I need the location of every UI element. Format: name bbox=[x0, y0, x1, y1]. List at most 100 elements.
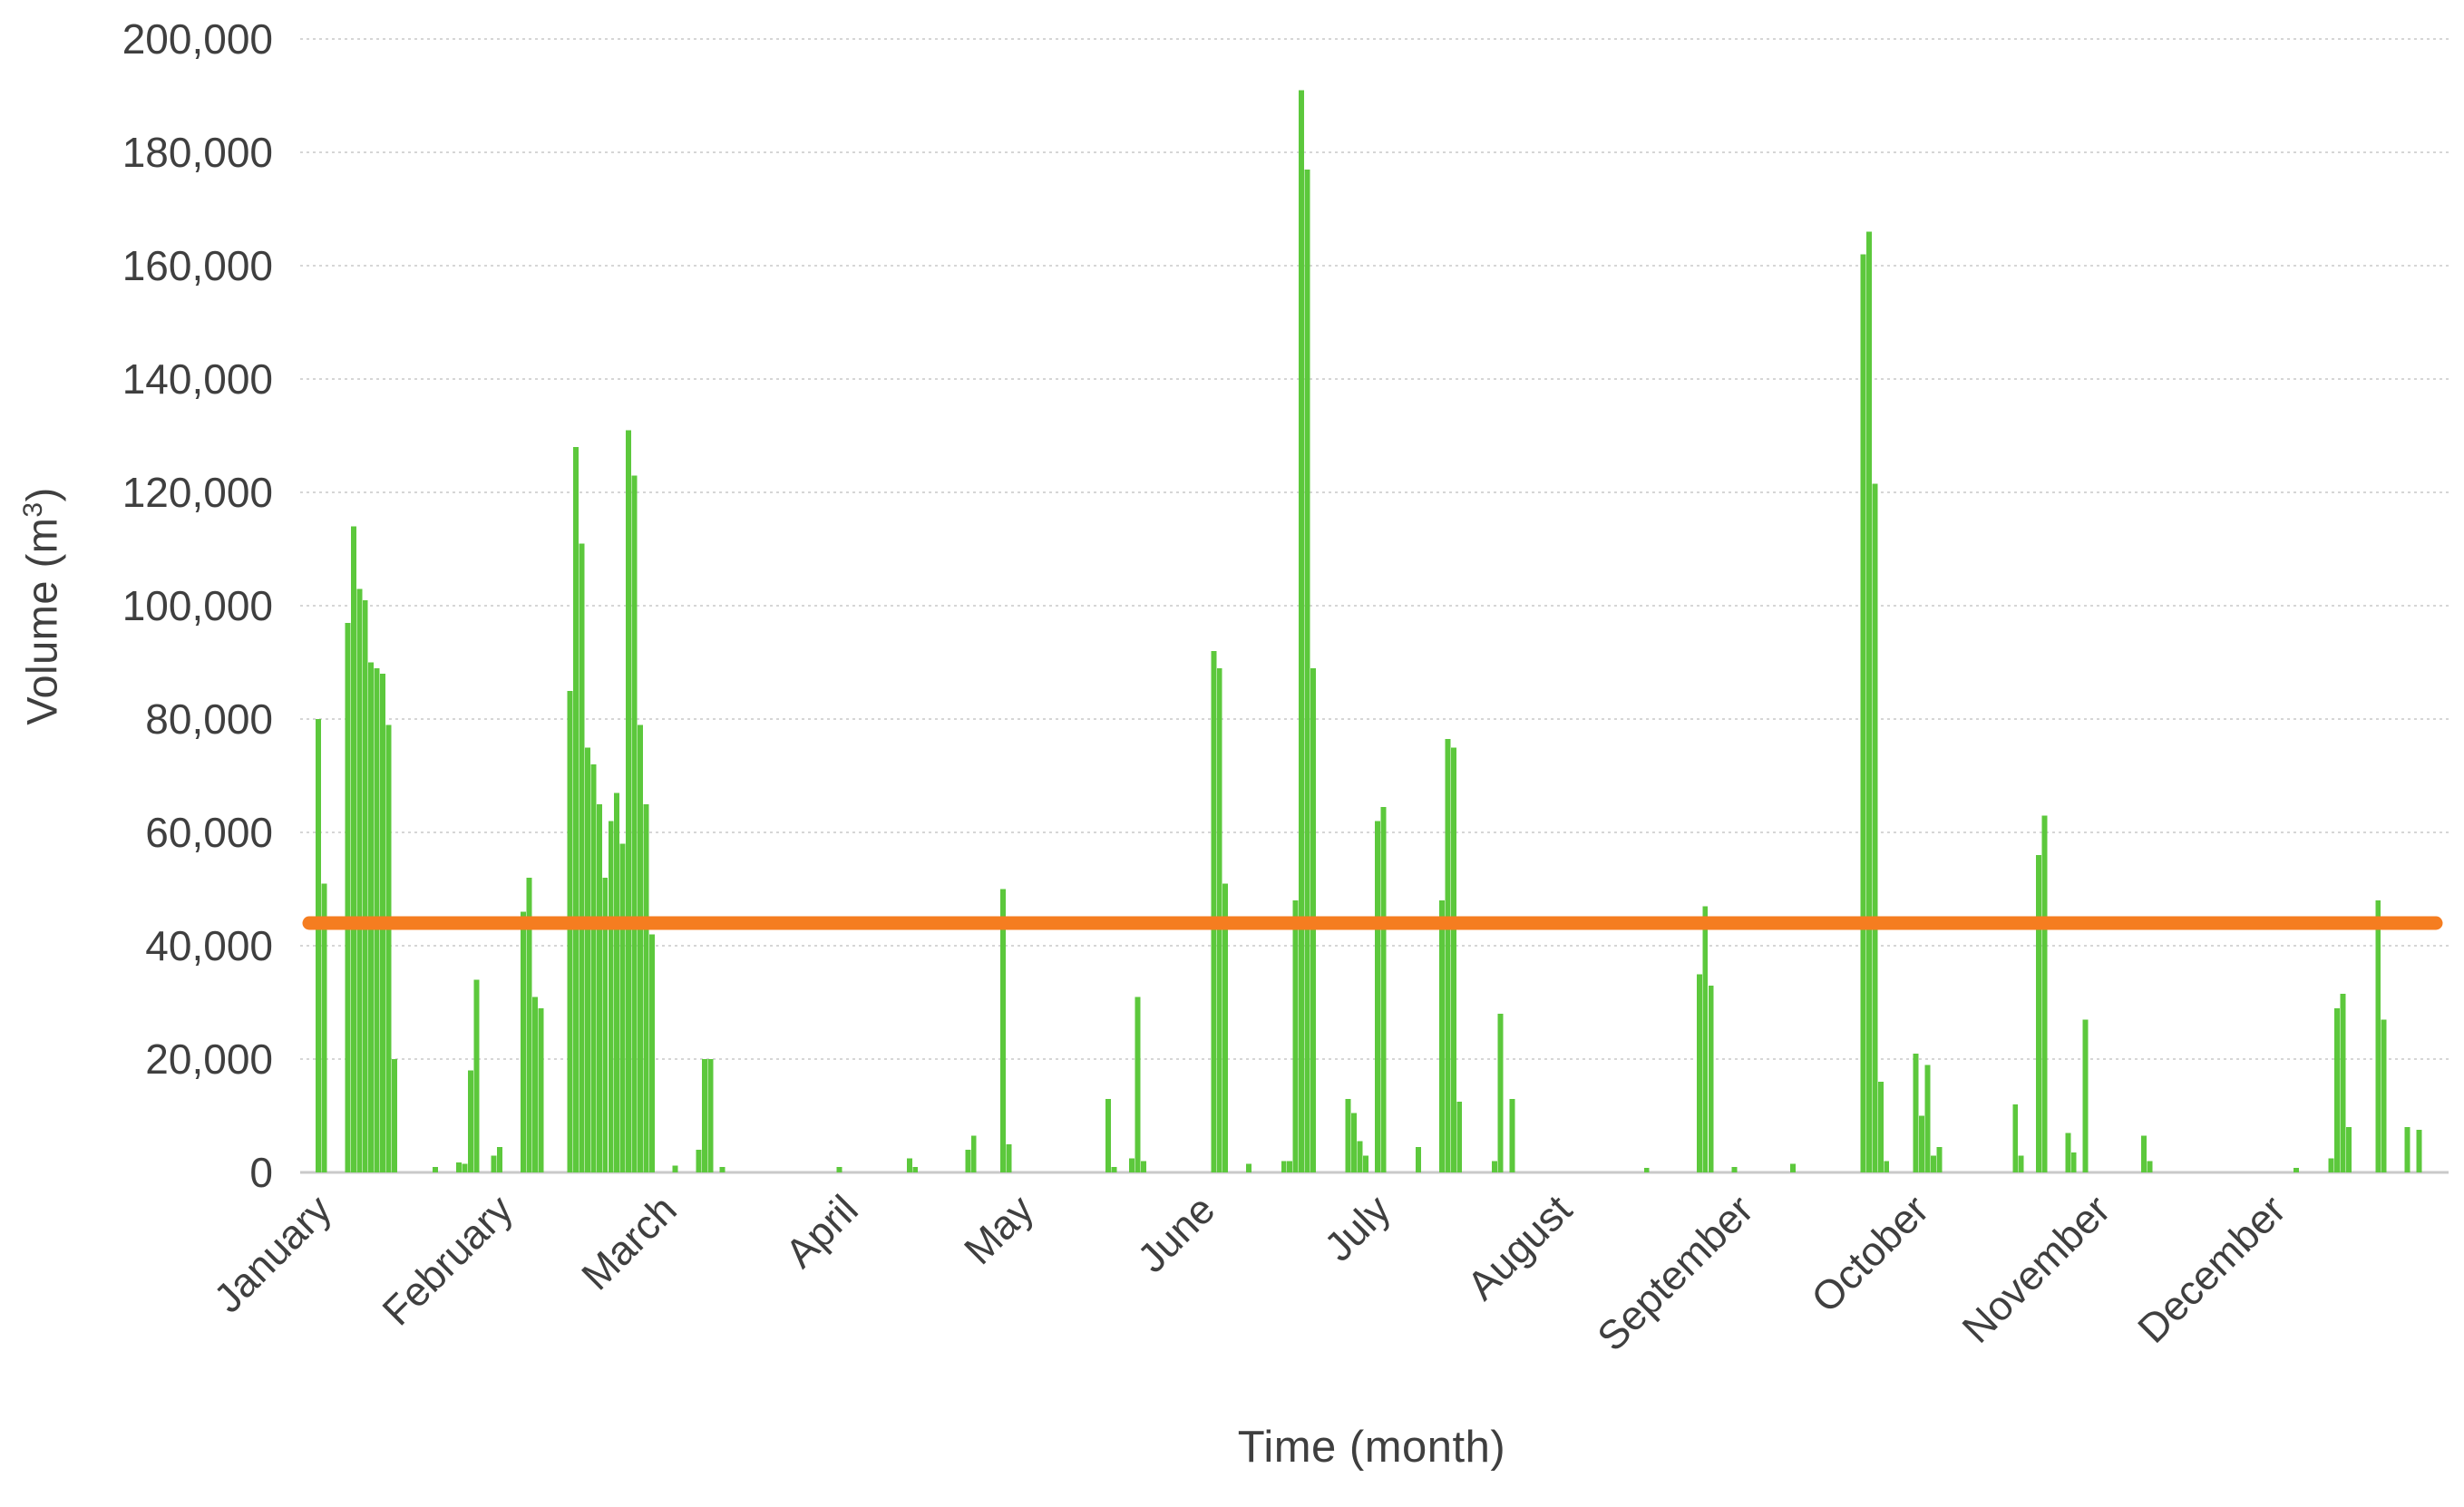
volume-bar-day-47 bbox=[573, 447, 579, 1172]
volume-bar-day-29 bbox=[467, 1070, 473, 1172]
volume-bar-day-69 bbox=[701, 1059, 707, 1172]
volume-bar-day-196 bbox=[1445, 738, 1451, 1172]
volume-bar-day-362 bbox=[2416, 1130, 2422, 1172]
volume-bar-day-170 bbox=[1292, 900, 1299, 1172]
volume-bar-day-305 bbox=[2082, 1019, 2089, 1172]
volume-bar-day-38 bbox=[520, 911, 526, 1172]
y-tick-label: 80,000 bbox=[145, 695, 273, 743]
volume-bar-day-279 bbox=[1930, 1155, 1936, 1172]
volume-bar-day-156 bbox=[1211, 651, 1217, 1172]
y-tick-label: 200,000 bbox=[122, 15, 273, 63]
volume-bar-day-59 bbox=[643, 803, 649, 1172]
volume-bar-day-172 bbox=[1304, 169, 1310, 1172]
volume-bar-day-58 bbox=[638, 724, 643, 1172]
volume-bar-day-303 bbox=[2070, 1152, 2077, 1172]
volume-bar-day-9 bbox=[350, 526, 356, 1172]
volume-bar-day-16 bbox=[392, 1059, 397, 1172]
volume-bar-day-70 bbox=[707, 1059, 714, 1172]
volume-bar-day-197 bbox=[1450, 747, 1456, 1172]
x-month-label-march: March bbox=[572, 1186, 685, 1298]
y-tick-label: 100,000 bbox=[122, 582, 273, 629]
volume-bar-day-298 bbox=[2041, 815, 2048, 1172]
volume-bar-day-198 bbox=[1456, 1101, 1463, 1172]
volume-bar-day-105 bbox=[912, 1166, 919, 1172]
volume-bar-day-240 bbox=[1702, 906, 1709, 1172]
volume-bar-day-341 bbox=[2293, 1168, 2299, 1172]
volume-bar-day-239 bbox=[1696, 974, 1702, 1172]
x-month-label-september: September bbox=[1588, 1186, 1762, 1360]
volume-bar-day-114 bbox=[965, 1150, 971, 1172]
volume-bar-day-57 bbox=[631, 475, 638, 1172]
x-month-label-august: August bbox=[1458, 1186, 1581, 1308]
volume-bar-day-315 bbox=[2141, 1135, 2147, 1172]
volume-bar-day-302 bbox=[2065, 1133, 2071, 1172]
volume-bar-day-144 bbox=[1140, 1161, 1146, 1172]
volume-bar-day-39 bbox=[526, 878, 532, 1172]
volume-bar-day-205 bbox=[1497, 1014, 1504, 1172]
volume-bar-day-158 bbox=[1222, 883, 1229, 1172]
volume-bar-day-60 bbox=[648, 934, 655, 1172]
volume-bar-day-41 bbox=[538, 1007, 544, 1172]
volume-bar-day-27 bbox=[456, 1162, 462, 1172]
volume-bar-day-355 bbox=[2375, 900, 2381, 1172]
volume-bar-day-92 bbox=[836, 1166, 842, 1172]
volume-bar-day-50 bbox=[590, 764, 597, 1172]
volume-bar-day-207 bbox=[1509, 1098, 1515, 1172]
x-month-label-november: November bbox=[1953, 1186, 2119, 1352]
y-tick-label: 60,000 bbox=[145, 809, 273, 856]
volume-bar-day-40 bbox=[531, 997, 538, 1172]
volume-bar-day-269 bbox=[1872, 483, 1878, 1172]
volume-bar-day-64 bbox=[672, 1165, 678, 1172]
x-month-label-january: January bbox=[205, 1186, 341, 1322]
volume-bar-day-142 bbox=[1128, 1158, 1135, 1172]
volume-bar-day-360 bbox=[2404, 1127, 2410, 1172]
volume-bar-day-138 bbox=[1105, 1098, 1112, 1172]
volume-bar-day-280 bbox=[1936, 1146, 1943, 1172]
x-month-label-june: June bbox=[1128, 1186, 1223, 1281]
volume-bar-day-34 bbox=[497, 1146, 503, 1172]
x-month-label-february: February bbox=[374, 1186, 522, 1335]
y-tick-label: 40,000 bbox=[145, 922, 273, 969]
volume-bar-day-277 bbox=[1919, 1115, 1924, 1172]
volume-bar-day-230 bbox=[1643, 1168, 1650, 1172]
volume-bar-day-179 bbox=[1345, 1098, 1351, 1172]
y-tick-label: 0 bbox=[249, 1149, 273, 1196]
volume-bar-day-169 bbox=[1287, 1161, 1293, 1172]
volume-bar-day-54 bbox=[614, 792, 620, 1172]
volume-bar-day-121 bbox=[1006, 1143, 1012, 1172]
volume-bar-day-180 bbox=[1351, 1113, 1358, 1172]
volume-bar-day-347 bbox=[2328, 1158, 2334, 1172]
volume-bar-day-3 bbox=[316, 719, 322, 1172]
volume-bar-day-245 bbox=[1731, 1166, 1738, 1172]
volume-bar-day-267 bbox=[1860, 254, 1866, 1172]
volume-bar-day-53 bbox=[608, 821, 614, 1172]
volume-bar-day-191 bbox=[1416, 1146, 1422, 1172]
volume-bar-day-56 bbox=[626, 430, 632, 1172]
volume-bar-day-28 bbox=[462, 1163, 468, 1172]
y-tick-label: 180,000 bbox=[122, 129, 273, 176]
volume-bar-day-30 bbox=[473, 979, 480, 1172]
volume-bar-day-278 bbox=[1924, 1065, 1931, 1172]
volume-bar-day-46 bbox=[567, 690, 573, 1172]
volume-bar-day-316 bbox=[2147, 1161, 2153, 1172]
volume-bar-day-33 bbox=[491, 1155, 497, 1172]
volume-bar-day-181 bbox=[1357, 1141, 1363, 1172]
volume-bar-day-48 bbox=[579, 543, 585, 1172]
volume-bar-day-195 bbox=[1438, 900, 1445, 1172]
volume-bar-day-162 bbox=[1246, 1163, 1251, 1172]
volume-bar-day-10 bbox=[356, 588, 363, 1172]
volume-bar-day-268 bbox=[1865, 231, 1872, 1172]
x-month-label-october: October bbox=[1802, 1186, 1937, 1321]
volume-bar-day-52 bbox=[602, 878, 609, 1172]
volume-bar-day-297 bbox=[2036, 855, 2042, 1172]
volume-bar-day-350 bbox=[2346, 1127, 2352, 1172]
volume-bar-day-115 bbox=[970, 1135, 977, 1172]
volume-bar-day-270 bbox=[1877, 1082, 1884, 1172]
volume-bar-day-49 bbox=[584, 747, 590, 1172]
volume-bar-day-356 bbox=[2381, 1019, 2387, 1172]
volume-bar-day-255 bbox=[1790, 1163, 1797, 1172]
x-month-label-july: July bbox=[1315, 1186, 1399, 1270]
volume-bar-day-4 bbox=[321, 883, 327, 1172]
